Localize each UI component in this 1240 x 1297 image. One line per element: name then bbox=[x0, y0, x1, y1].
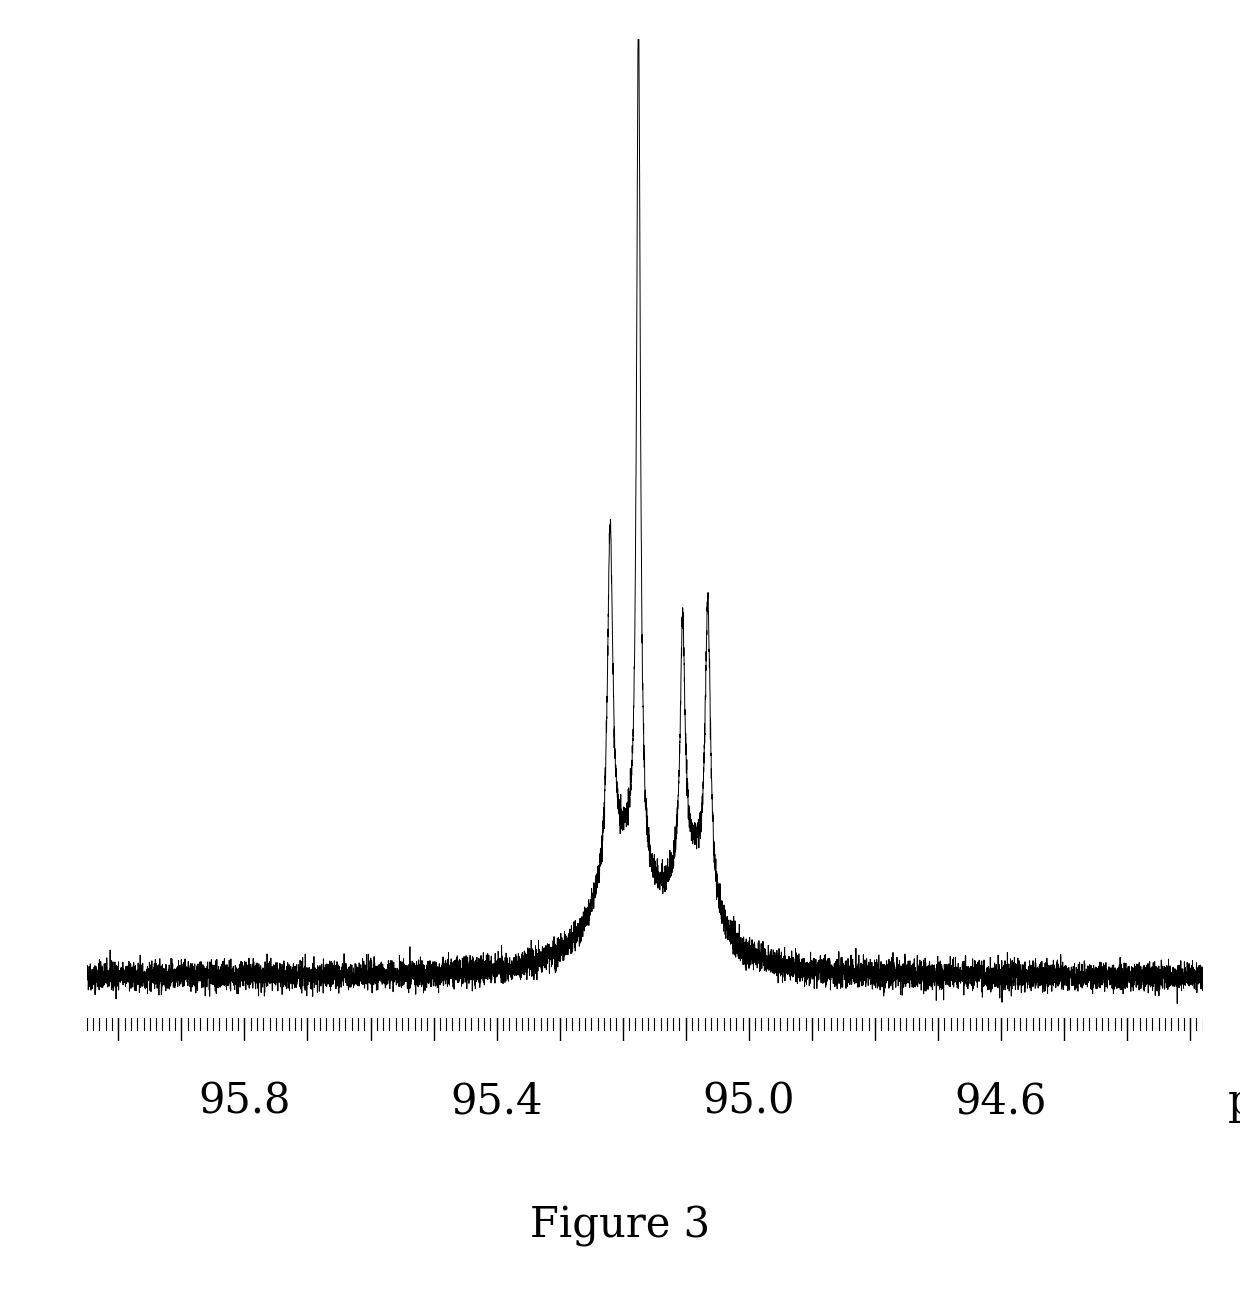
Text: 95.0: 95.0 bbox=[703, 1080, 795, 1123]
Text: 95.4: 95.4 bbox=[450, 1080, 543, 1123]
Text: 94.6: 94.6 bbox=[955, 1080, 1048, 1123]
Text: Figure 3: Figure 3 bbox=[529, 1205, 711, 1246]
Text: ppm: ppm bbox=[1228, 1080, 1240, 1123]
Text: 95.8: 95.8 bbox=[198, 1080, 290, 1123]
